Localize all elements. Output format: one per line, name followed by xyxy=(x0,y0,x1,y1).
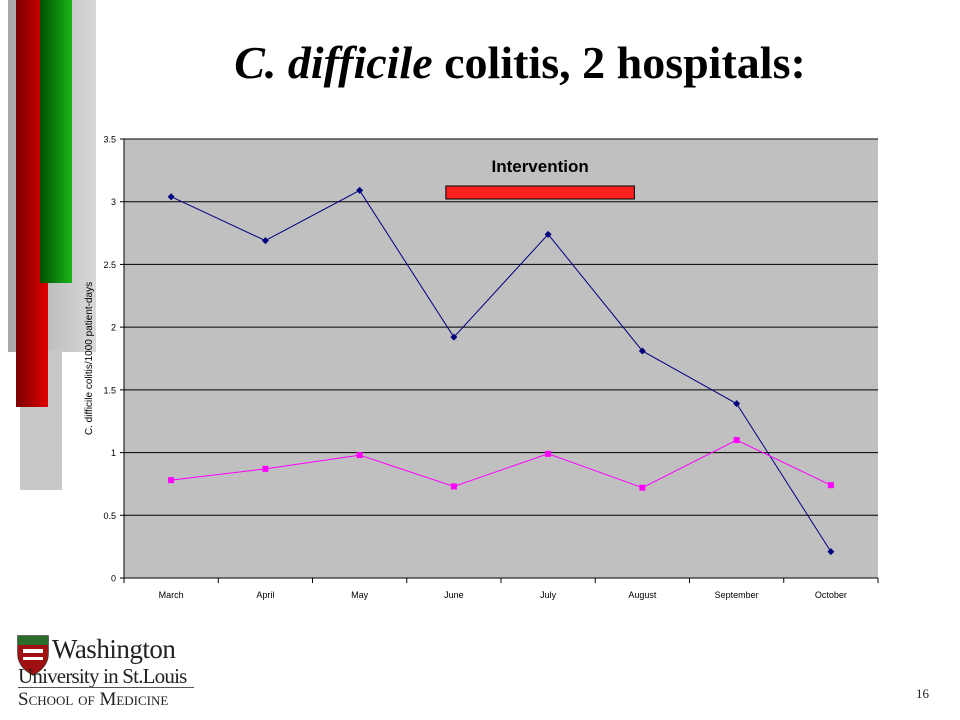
series-1-point xyxy=(544,230,552,238)
decor-green-bar xyxy=(40,0,72,283)
page-number: 16 xyxy=(916,686,929,701)
washu-logo: Washington University in St.Louis School… xyxy=(14,632,204,712)
series-2-point xyxy=(262,465,269,472)
line-chart: 0 0.5 1 1.5 2 2.5 3 3.5 March April May June July Aug… xyxy=(84,135,879,600)
logo-line-3: School of Medicine xyxy=(18,689,169,710)
series-1-point xyxy=(827,548,835,556)
intervention-bar xyxy=(445,185,635,200)
y-tick-label: 1 xyxy=(111,448,116,458)
logo-line-2: University in St.Louis xyxy=(18,664,187,688)
title-rest: colitis, 2 hospitals: xyxy=(432,37,806,88)
series-2-point xyxy=(356,452,363,459)
y-tick-label: 2 xyxy=(111,323,116,333)
y-tick-label: 3.5 xyxy=(103,135,116,145)
series-1-line xyxy=(170,189,832,552)
y-tick-label: 3 xyxy=(111,197,116,207)
university-shield-icon xyxy=(17,635,49,676)
series-1-point xyxy=(638,347,646,355)
plot-area xyxy=(124,139,878,578)
x-tick-label: August xyxy=(628,590,657,600)
x-tick-label: July xyxy=(540,590,557,600)
series-1-point xyxy=(733,400,741,408)
x-tick-label: April xyxy=(256,590,274,600)
x-tick-label: October xyxy=(815,590,847,600)
series-2-point xyxy=(639,484,646,491)
series-2-point xyxy=(827,482,834,489)
series-1-point xyxy=(167,193,175,201)
y-tick-label: 1.5 xyxy=(103,385,116,395)
series-1-point xyxy=(356,186,364,194)
x-tick-label: June xyxy=(444,590,464,600)
title-italic: C. difficile xyxy=(234,37,433,88)
series-2-point xyxy=(545,450,552,457)
y-tick-label: 2.5 xyxy=(103,260,116,270)
series-2-point xyxy=(168,477,175,484)
series-1-point xyxy=(450,333,458,341)
y-tick-label: 0.5 xyxy=(103,511,116,521)
x-tick-label: March xyxy=(159,590,184,600)
x-tick-label: May xyxy=(351,590,369,600)
x-tick-label: September xyxy=(715,590,759,600)
y-axis-label: C. difficile colitis/1000 patient-days xyxy=(84,282,95,435)
series-2-point xyxy=(450,483,457,490)
series-2-line xyxy=(171,439,832,489)
logo-divider xyxy=(18,687,194,688)
series-2-point xyxy=(733,437,740,444)
intervention-label: Intervention xyxy=(491,157,588,176)
logo-line-1: Washington xyxy=(52,634,176,664)
series-1-point xyxy=(261,237,269,245)
slide-title: C. difficile colitis, 2 hospitals: xyxy=(120,36,920,89)
y-tick-label: 0 xyxy=(111,574,116,584)
